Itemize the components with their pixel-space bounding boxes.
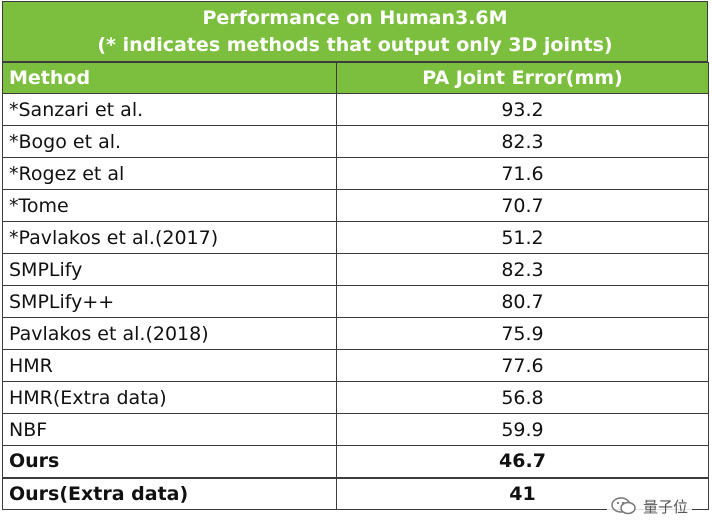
method-cell: *Tome [2, 189, 337, 222]
table-row: SMPLify++ 80.7 [2, 285, 709, 318]
method-cell: HMR [2, 349, 337, 382]
table-row: *Bogo et al. 82.3 [2, 125, 709, 158]
error-cell: 56.8 [336, 381, 709, 414]
table-row: *Pavlakos et al.(2017) 51.2 [2, 221, 709, 254]
error-cell: 80.7 [336, 285, 709, 318]
error-cell: 82.3 [336, 125, 709, 158]
error-cell: 46.7 [336, 445, 709, 478]
error-cell: 70.7 [336, 189, 709, 222]
table-row: HMR 77.6 [2, 349, 709, 382]
method-cell: Pavlakos et al.(2018) [2, 317, 337, 350]
method-cell: *Rogez et al [2, 157, 337, 190]
watermark-text: 量子位 [642, 497, 688, 516]
table-row: *Sanzari et al. 93.2 [2, 93, 709, 126]
table-row: *Rogez et al 71.6 [2, 157, 709, 190]
error-cell: 71.6 [336, 157, 709, 190]
error-cell: 75.9 [336, 317, 709, 350]
method-cell: NBF [2, 413, 337, 446]
table-row-ours-extra: Ours(Extra data) 41 [2, 476, 709, 510]
method-cell: SMPLify++ [2, 285, 337, 318]
watermark: 量子位 [606, 493, 692, 519]
method-cell: Ours(Extra data) [2, 476, 337, 510]
method-cell: Ours [2, 445, 337, 478]
table-row: *Tome 70.7 [2, 189, 709, 222]
table-row: SMPLify 82.3 [2, 253, 709, 286]
column-header-method: Method [2, 62, 337, 94]
wechat-icon [611, 497, 636, 515]
table-row-ours: Ours 46.7 [2, 445, 709, 478]
method-cell: *Pavlakos et al.(2017) [2, 221, 337, 254]
method-cell: *Bogo et al. [2, 125, 337, 158]
results-table: Method PA Joint Error(mm) *Sanzari et al… [2, 62, 709, 510]
table-row: Pavlakos et al.(2018) 75.9 [2, 317, 709, 350]
error-cell: 51.2 [336, 221, 709, 254]
table-title: Performance on Human3.6M (* indicates me… [2, 1, 708, 62]
method-cell: HMR(Extra data) [2, 381, 337, 414]
error-cell: 59.9 [336, 413, 709, 446]
method-cell: *Sanzari et al. [2, 93, 337, 126]
method-cell: SMPLify [2, 253, 337, 286]
error-cell: 93.2 [336, 93, 709, 126]
column-header-pa-joint-error: PA Joint Error(mm) [336, 62, 709, 94]
performance-table-container: Performance on Human3.6M (* indicates me… [2, 1, 709, 510]
error-cell: 77.6 [336, 349, 709, 382]
table-row: HMR(Extra data) 56.8 [2, 381, 709, 414]
title-line-1: Performance on Human3.6M [202, 7, 508, 29]
title-line-2: (* indicates methods that output only 3D… [97, 34, 613, 56]
table-row: NBF 59.9 [2, 413, 709, 446]
header-row: Method PA Joint Error(mm) [2, 62, 709, 94]
error-cell: 82.3 [336, 253, 709, 286]
